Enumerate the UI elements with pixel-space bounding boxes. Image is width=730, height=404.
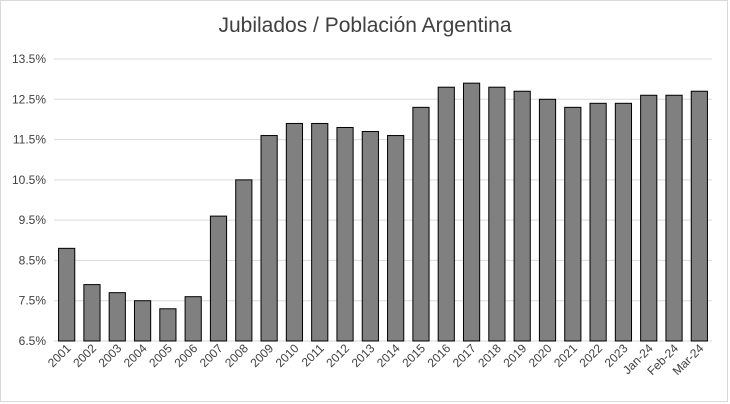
y-tick-label: 12.5%: [12, 92, 46, 106]
y-tick-label: 7.5%: [19, 294, 47, 308]
x-tick-label: 2003: [96, 341, 125, 370]
bar: [437, 86, 455, 342]
bar: [488, 86, 506, 342]
bar: [589, 102, 607, 342]
x-tick-label: 2021: [551, 341, 580, 370]
x-tick-label: 2020: [526, 341, 555, 370]
bar: [412, 106, 430, 342]
x-tick-label: 2011: [299, 341, 327, 369]
chart-title: Jubilados / Población Argentina: [218, 14, 512, 37]
gridlines: [54, 58, 712, 342]
bar: [108, 292, 126, 342]
bar: [665, 94, 683, 342]
bar: [133, 300, 152, 342]
x-tick-label: 2006: [172, 341, 201, 370]
x-tick-label: 2019: [501, 341, 530, 370]
bar: [614, 102, 633, 342]
x-tick-label: 2007: [197, 341, 226, 370]
bar: [159, 308, 177, 342]
x-tick-label: 2014: [374, 341, 403, 370]
x-tick-label: 2009: [247, 341, 276, 370]
bars: [58, 82, 708, 342]
bar: [462, 82, 481, 342]
bar: [235, 179, 253, 342]
x-tick-label: 2022: [576, 341, 605, 370]
bar: [387, 135, 405, 342]
x-tick-label: 2005: [146, 341, 175, 370]
bar: [336, 126, 354, 342]
x-tick-label: 2012: [323, 341, 352, 370]
y-tick-label: 10.5%: [12, 173, 46, 187]
x-tick-label: 2010: [273, 341, 302, 370]
y-tick-label: 13.5%: [12, 52, 46, 66]
bar: [311, 122, 329, 342]
bar: [184, 296, 202, 342]
bar: [285, 122, 304, 342]
y-tick-label: 9.5%: [19, 213, 47, 227]
bar: [690, 90, 708, 342]
y-axis-tick-labels: 6.5% 7.5% 8.5% 9.5% 10.5% 11.5% 12.5% 13.5%: [12, 52, 46, 348]
x-tick-label: 2008: [222, 341, 251, 370]
x-tick-label: 2016: [425, 341, 454, 370]
x-tick-label: 2004: [121, 341, 150, 370]
bar: [513, 90, 531, 342]
x-tick-label: 2018: [475, 341, 504, 370]
y-tick-label: 11.5%: [13, 133, 46, 147]
bar: [361, 131, 379, 342]
bar: [260, 135, 278, 342]
x-tick-label: 2017: [450, 341, 479, 370]
bar: [58, 247, 76, 342]
x-tick-label: 2013: [349, 341, 378, 370]
bar: [538, 98, 557, 342]
x-tick-label: 2002: [70, 341, 99, 370]
x-tick-label: 2001: [45, 341, 74, 370]
bar: [83, 284, 101, 342]
bar: [209, 215, 228, 342]
bar: [564, 106, 582, 342]
bar: [640, 94, 658, 342]
y-tick-label: 8.5%: [19, 253, 47, 267]
y-tick-label: 6.5%: [19, 334, 47, 348]
x-axis-tick-labels: 2001200220032004200520062007200820092010…: [45, 341, 707, 378]
x-tick-label: 2015: [399, 341, 428, 370]
